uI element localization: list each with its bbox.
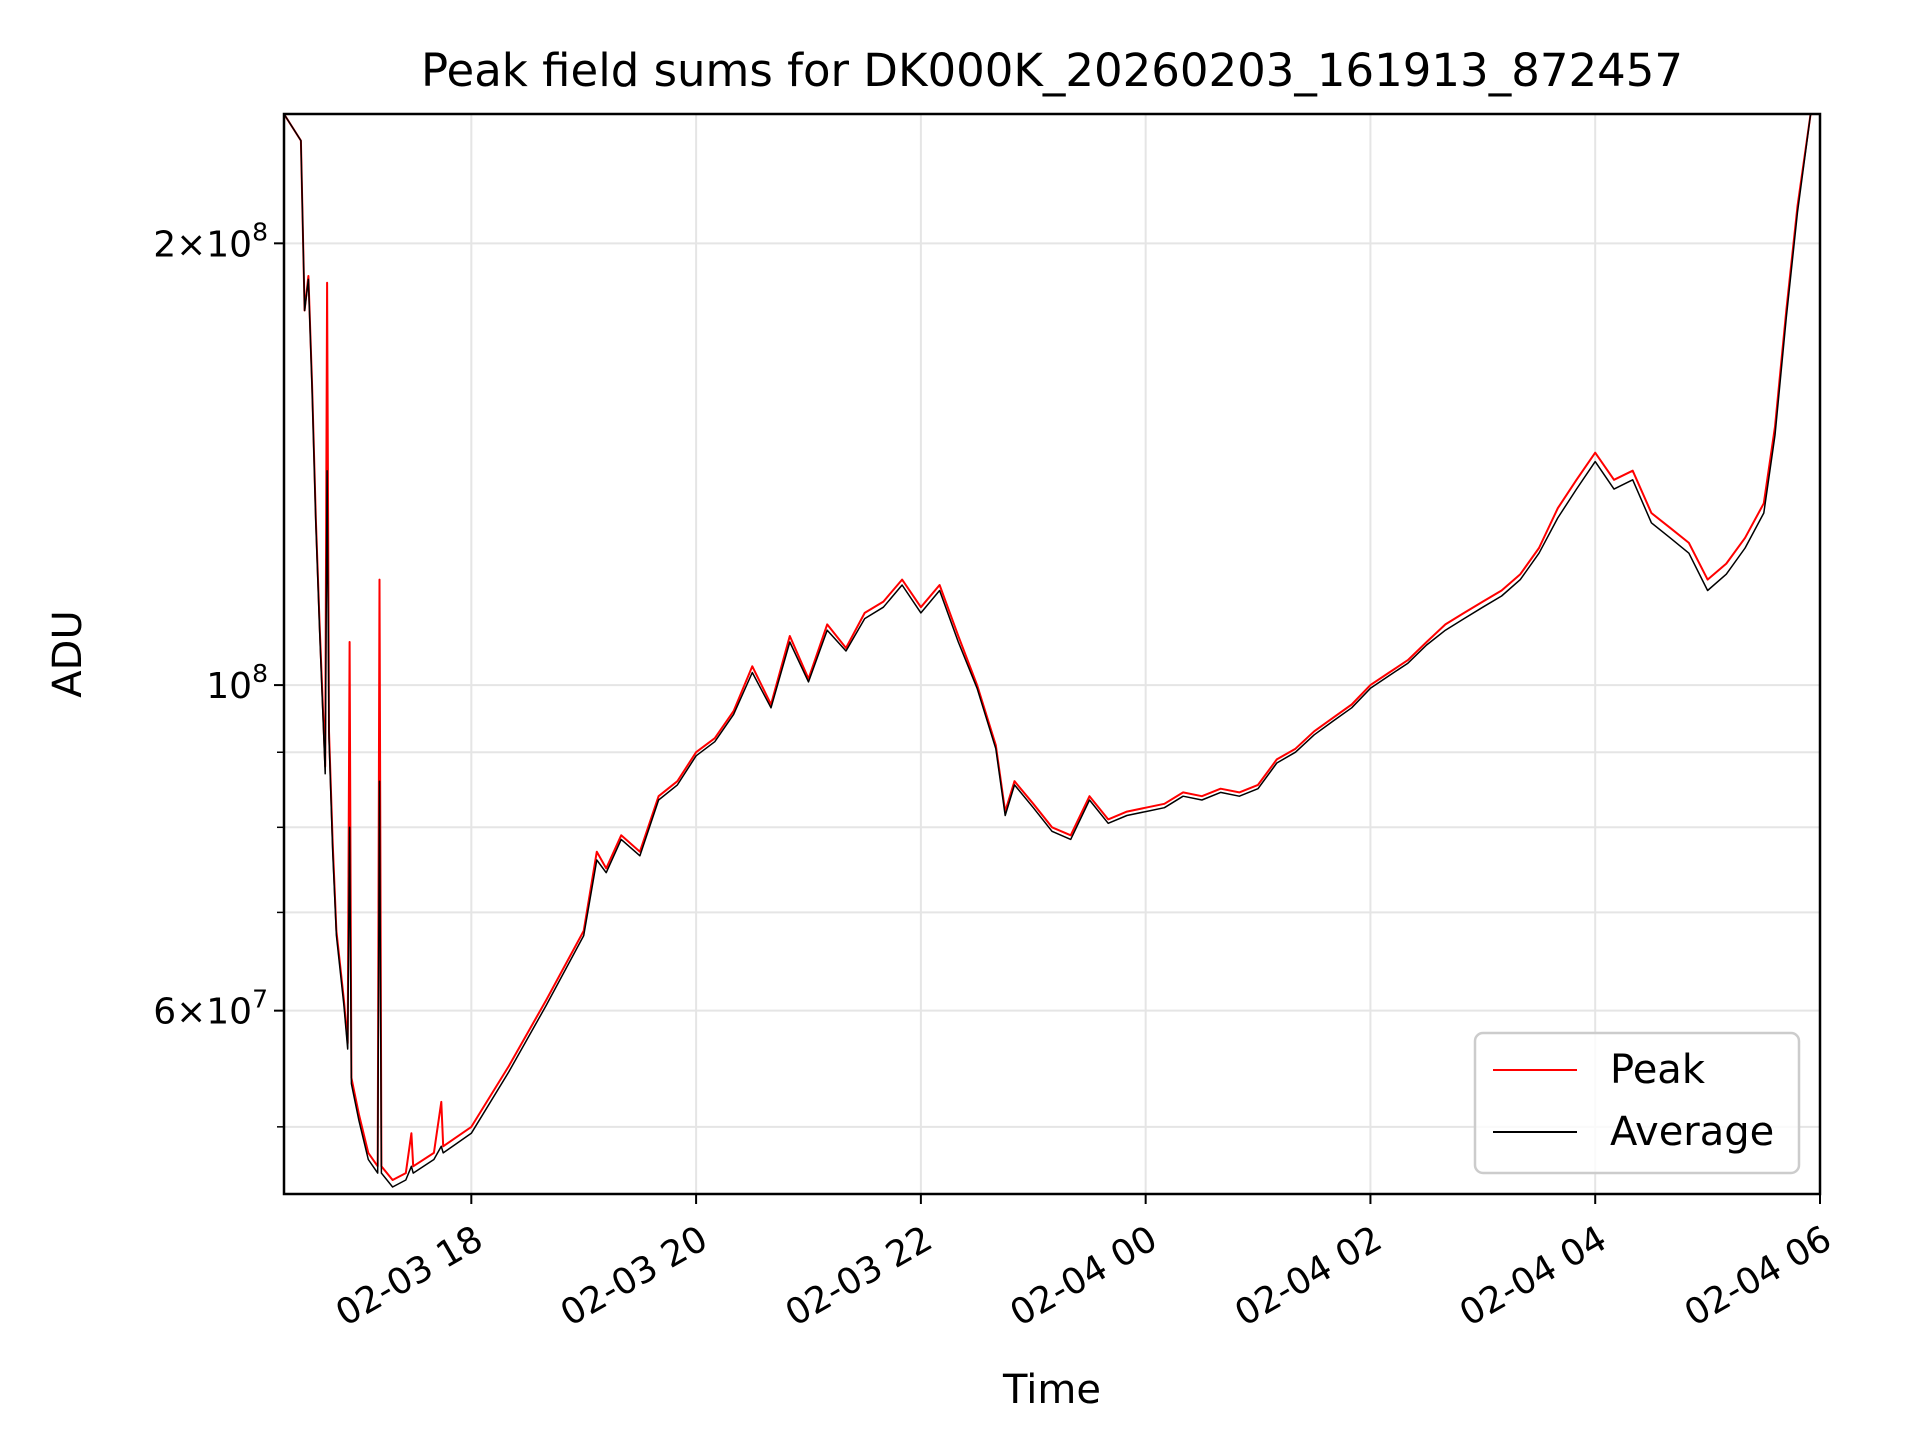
series-layer — [284, 114, 1812, 1188]
x-tick-label: 02-04 00 — [1003, 1218, 1164, 1334]
x-tick-label: 02-03 20 — [554, 1218, 715, 1334]
grid-layer — [284, 114, 1821, 1194]
plot-frame — [282, 112, 1822, 1196]
x-tick-label: 02-04 06 — [1678, 1218, 1839, 1334]
x-tick-label: 02-04 02 — [1228, 1218, 1389, 1334]
series-line-peak — [284, 114, 1812, 1181]
y-axis-label: ADU — [45, 610, 91, 697]
x-tick-label: 02-04 04 — [1453, 1218, 1614, 1334]
legend-box — [1473, 1031, 1801, 1175]
y-tick-label: 2×108 — [153, 217, 268, 265]
x-tick-label: 02-03 18 — [329, 1218, 490, 1334]
x-axis-label: Time — [1002, 1367, 1101, 1413]
x-tick-label: 02-03 22 — [779, 1218, 940, 1334]
legend-label-peak: Peak — [1610, 1047, 1706, 1093]
y-tick-label: 108 — [206, 659, 268, 707]
y-tick-label: 6×107 — [153, 985, 268, 1033]
series-line-average — [284, 114, 1812, 1188]
chart-title: Peak field sums for DK000K_20260203_1619… — [421, 44, 1683, 97]
legend: Peak Average — [1473, 1031, 1801, 1175]
legend-label-average: Average — [1610, 1109, 1774, 1155]
